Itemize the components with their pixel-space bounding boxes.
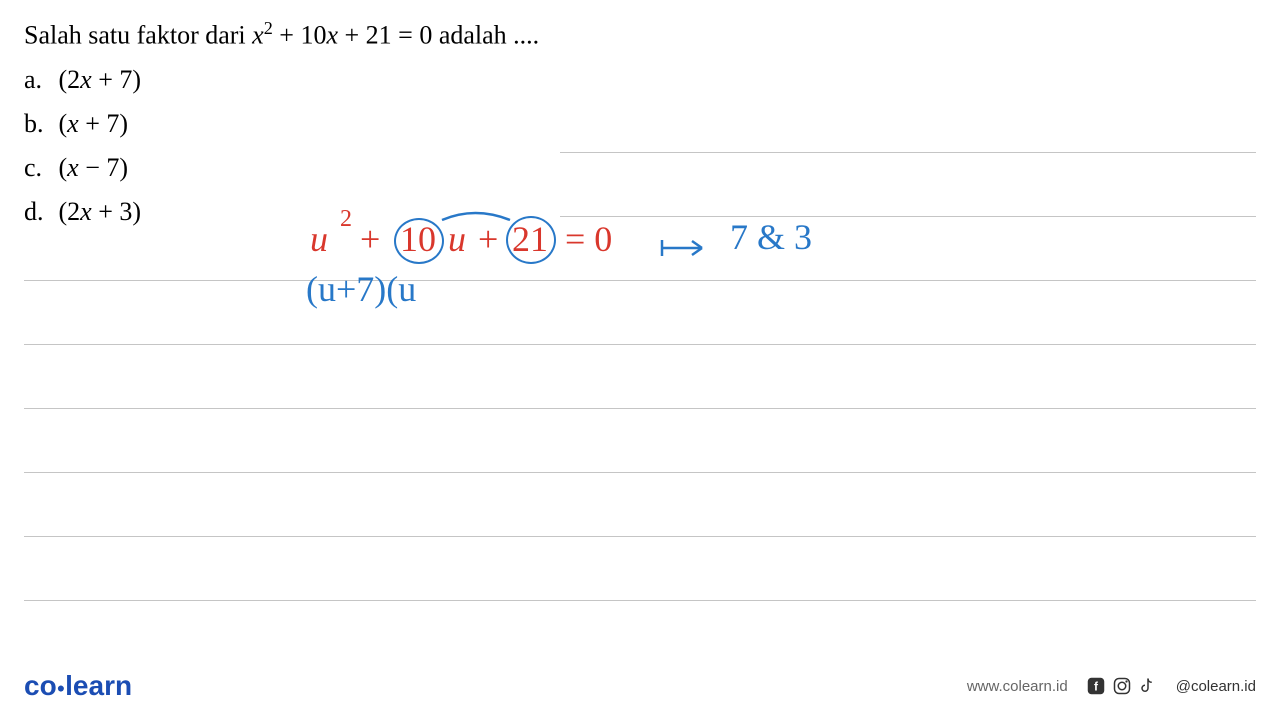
option-b-x: x — [67, 109, 79, 138]
option-a-rest: + 7) — [92, 65, 141, 94]
paper-line — [24, 536, 1256, 537]
option-b: b. (x + 7) — [24, 109, 1256, 139]
handle-text: @colearn.id — [1176, 678, 1256, 695]
question-end: + 21 = 0 adalah .... — [338, 21, 539, 50]
connecting-curve — [440, 208, 515, 228]
question-x1: x — [252, 21, 264, 50]
paper-line — [24, 600, 1256, 601]
option-b-label: b. — [24, 109, 52, 139]
option-a-label: a. — [24, 65, 52, 95]
paper-line — [24, 344, 1256, 345]
handwriting-eq: = 0 — [565, 218, 612, 260]
social-icons: f — [1086, 676, 1158, 696]
option-b-rest: + 7) — [79, 109, 128, 138]
handwriting-plus1: + — [360, 218, 380, 260]
question-x2: x — [326, 21, 338, 50]
logo-dot: ● — [57, 680, 65, 696]
footer-right: www.colearn.id f @colearn.id — [967, 676, 1256, 696]
option-a-x: x — [80, 65, 92, 94]
paper-line — [560, 216, 1256, 217]
paper-line — [560, 152, 1256, 153]
lined-paper — [0, 152, 1280, 660]
paper-line — [24, 280, 1256, 281]
arrow-icon — [658, 236, 718, 260]
question-prefix: Salah satu faktor dari — [24, 21, 252, 50]
footer: co●learn www.colearn.id f @colearn.id — [24, 670, 1256, 702]
logo-co: co — [24, 670, 57, 701]
website-text: www.colearn.id — [967, 678, 1068, 695]
question-sup: 2 — [264, 18, 273, 38]
logo-learn: learn — [65, 670, 132, 701]
question-mid: + 10 — [273, 21, 327, 50]
facebook-icon: f — [1086, 676, 1106, 696]
question-text: Salah satu faktor dari x2 + 10x + 21 = 0… — [24, 18, 1256, 51]
logo: co●learn — [24, 670, 132, 702]
handwriting-line2: (u+7)(u — [306, 268, 416, 310]
option-a-open: (2 — [59, 65, 81, 94]
paper-line — [24, 408, 1256, 409]
option-a: a. (2x + 7) — [24, 65, 1256, 95]
circle-10 — [394, 218, 444, 264]
instagram-icon — [1112, 676, 1132, 696]
handwriting-sup: 2 — [340, 206, 352, 233]
option-b-open: ( — [59, 109, 68, 138]
handwriting-u: u — [310, 218, 328, 260]
handwriting-nums: 7 & 3 — [730, 216, 812, 258]
paper-line — [24, 472, 1256, 473]
tiktok-icon — [1138, 676, 1158, 696]
